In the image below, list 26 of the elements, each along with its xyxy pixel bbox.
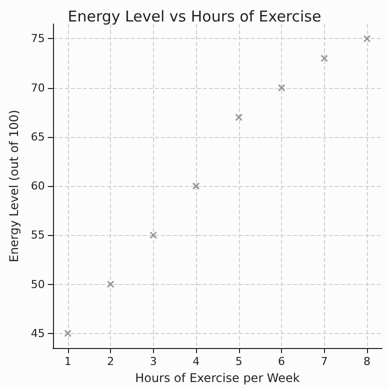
y-tick-label: 55 <box>30 228 45 242</box>
y-axis-title: Energy Level (out of 100) <box>7 110 21 262</box>
point <box>278 84 286 92</box>
point <box>363 34 371 42</box>
y-tick-label: 70 <box>30 81 45 94</box>
y-tick-label: 60 <box>30 180 45 193</box>
chart-title: Energy Level vs Hours of Exercise <box>68 8 322 26</box>
y-tick-label: 45 <box>30 326 45 340</box>
point <box>192 182 200 190</box>
x-tick-label: 4 <box>192 355 200 368</box>
point <box>320 54 328 62</box>
x-tick-label: 5 <box>235 355 242 368</box>
y-tick-label: 50 <box>30 278 45 291</box>
y-tick-label: 65 <box>30 130 45 144</box>
point <box>64 330 72 338</box>
x-tick-label: 7 <box>320 355 328 368</box>
y-tick-label: 75 <box>30 32 45 46</box>
point <box>235 114 243 122</box>
point <box>106 280 114 288</box>
point <box>150 231 158 239</box>
x-axis-title: Hours of Exercise per Week <box>135 371 300 385</box>
x-tick-label: 1 <box>64 355 72 368</box>
x-tick-label: 6 <box>278 355 286 368</box>
x-tick-label: 8 <box>364 355 371 368</box>
x-tick-label: 3 <box>150 355 157 368</box>
x-tick-label: 2 <box>107 355 114 368</box>
